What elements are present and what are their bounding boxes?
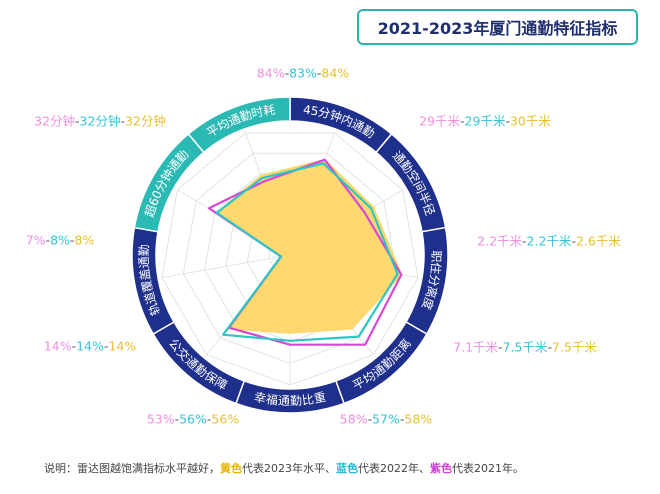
- footnote: 说明：雷达图越饱满指标水平越好，黄色代表2023年水平、蓝色代表2022年、紫色…: [44, 460, 524, 476]
- separator: -: [522, 233, 527, 249]
- separator: -: [571, 233, 576, 249]
- value-2023: 7.5千米: [551, 339, 597, 355]
- separator: -: [547, 339, 552, 355]
- value-2021: 2.2千米: [477, 233, 523, 249]
- value-2021: 7%: [25, 232, 46, 248]
- separator: -: [498, 339, 503, 355]
- value-2023: 56%: [211, 411, 240, 427]
- separator: -: [206, 411, 212, 427]
- value-2021: 32分钟: [34, 113, 76, 129]
- separator: -: [460, 113, 465, 129]
- value-2022: 14%: [76, 338, 104, 354]
- separator: -: [367, 411, 373, 427]
- value-2023: 84%: [321, 65, 350, 81]
- grid-spoke-7: [161, 254, 291, 278]
- value-2022: 2.2千米: [526, 233, 572, 249]
- series-2022年: [215, 162, 399, 342]
- value-2022: 29千米: [464, 113, 506, 129]
- value-2021: 29千米: [419, 113, 461, 129]
- value-2022: 8%: [50, 232, 70, 248]
- value-2023: 2.6千米: [575, 233, 621, 249]
- footnote-yellow: 黄色: [220, 462, 242, 475]
- value-annotation-4: 7.1千米-7.5千米-7.5千米: [453, 337, 597, 356]
- radar-series: [207, 158, 403, 346]
- separator: -: [174, 411, 180, 427]
- value-annotation-9: 32分钟-32分钟-32分钟: [34, 111, 166, 130]
- separator: -: [120, 113, 125, 129]
- footnote-purple: 紫色: [430, 462, 452, 475]
- separator: -: [284, 65, 290, 81]
- separator: -: [399, 411, 405, 427]
- value-2023: 58%: [404, 411, 433, 427]
- footnote-mid2: 代表2022年、: [358, 462, 430, 475]
- footnote-blue: 蓝色: [336, 462, 358, 475]
- value-annotation-3: 2.2千米-2.2千米-2.6千米: [477, 231, 621, 250]
- value-annotation-1: 84%-83%-84%: [257, 66, 349, 81]
- separator: -: [45, 232, 51, 248]
- value-2023: 8%: [74, 232, 95, 248]
- separator: -: [505, 113, 510, 129]
- separator: -: [75, 113, 80, 129]
- value-annotation-6: 53%-56%-56%: [147, 412, 239, 427]
- chart-title: 2021-2023年厦门通勤特征指标: [357, 9, 638, 45]
- value-annotation-2: 29千米-29千米-30千米: [419, 111, 551, 130]
- separator: -: [316, 65, 322, 81]
- value-2022: 83%: [289, 65, 317, 81]
- footnote-prefix: 说明：雷达图越饱满指标水平越好，: [44, 462, 220, 475]
- series-2021年: [207, 158, 403, 346]
- footnote-mid1: 代表2023年水平、: [242, 462, 336, 475]
- value-annotation-5: 58%-57%-58%: [340, 412, 432, 427]
- value-annotation-7: 14%-14%-14%: [44, 339, 136, 354]
- value-2023: 32分钟: [124, 113, 166, 129]
- separator: -: [69, 232, 75, 248]
- axis-label-5: 幸福通勤比重: [253, 390, 327, 408]
- value-2021: 53%: [146, 411, 175, 427]
- radar-chart: 45分钟内通勤通勤空间半径职住分离度平均通勤距离幸福通勤比重公交通勤保障轨道覆盖…: [131, 96, 449, 414]
- value-2021: 58%: [339, 411, 368, 427]
- value-annotation-8: 7%-8%-8%: [26, 233, 95, 248]
- grid-level-6: [161, 132, 419, 386]
- value-2023: 30千米: [509, 113, 551, 129]
- separator: -: [103, 338, 109, 354]
- value-2022: 57%: [372, 411, 400, 427]
- value-2022: 32分钟: [79, 113, 121, 129]
- value-2022: 7.5千米: [502, 339, 548, 355]
- value-2021: 14%: [43, 338, 72, 354]
- separator: -: [71, 338, 77, 354]
- value-2021: 84%: [256, 65, 285, 81]
- value-2022: 56%: [179, 411, 207, 427]
- value-2023: 14%: [108, 338, 137, 354]
- value-2021: 7.1千米: [453, 339, 499, 355]
- grid-level-5: [182, 152, 398, 364]
- footnote-suffix: 代表2021年。: [452, 462, 524, 475]
